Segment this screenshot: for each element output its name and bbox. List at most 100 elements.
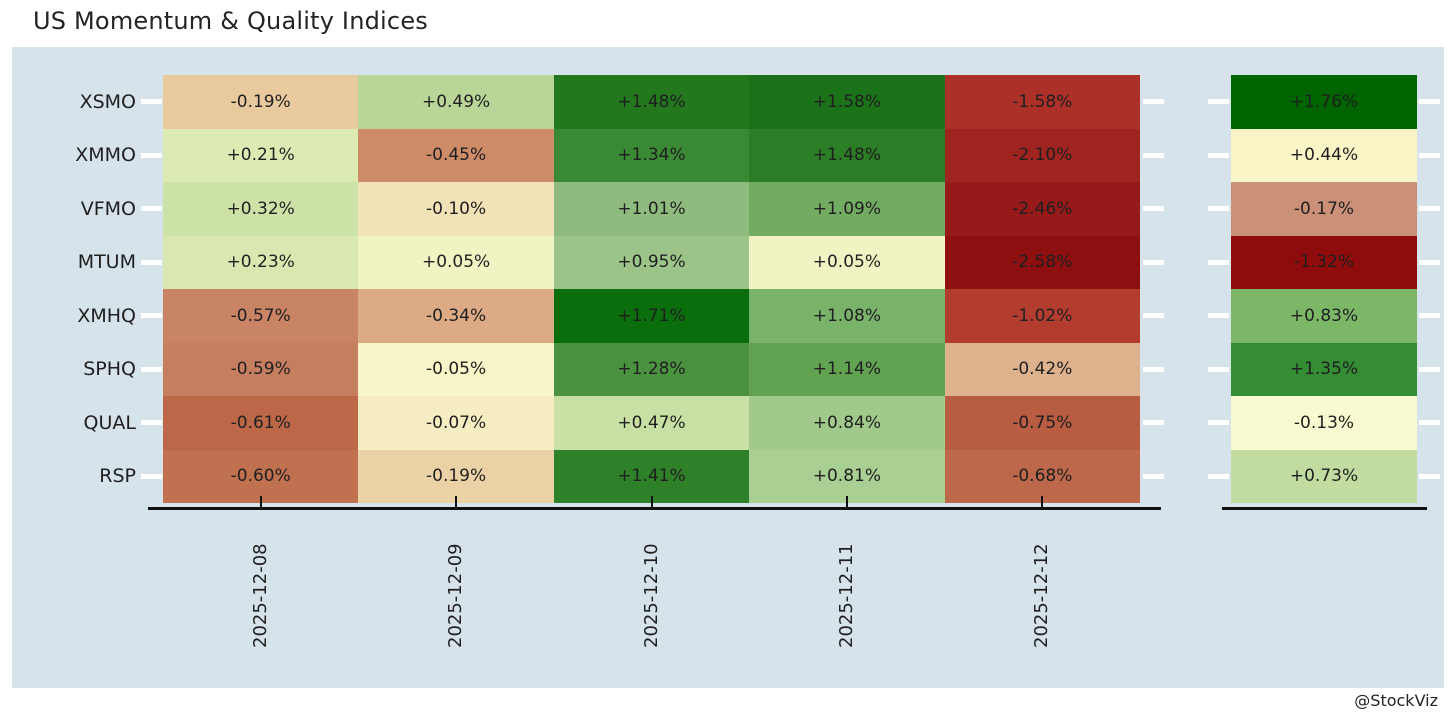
x-axis-line-totals xyxy=(1222,507,1427,510)
heatmap-row-label: RSP xyxy=(99,465,136,488)
heatmap-cell: -0.45% xyxy=(358,128,554,182)
heatmap-total-cell: -0.17% xyxy=(1231,182,1417,236)
x-tick-mark xyxy=(1041,496,1044,508)
y-tick-dash xyxy=(1143,152,1164,158)
y-tick-dash xyxy=(1419,152,1440,158)
y-tick-dash xyxy=(1419,420,1440,426)
heatmap-cell: +1.28% xyxy=(553,342,750,396)
x-tick-mark xyxy=(455,496,458,508)
y-tick-dash xyxy=(141,152,162,158)
x-tick-label: 2025-12-10 xyxy=(640,543,662,648)
x-tick-label: 2025-12-08 xyxy=(249,543,271,648)
heatmap-cell: +1.48% xyxy=(553,75,750,129)
heatmap-row-label: QUAL xyxy=(83,411,136,434)
y-tick-dash xyxy=(141,366,162,372)
y-tick-dash xyxy=(1419,99,1440,105)
heatmap-cell: +1.71% xyxy=(553,289,750,343)
x-axis-line-main xyxy=(148,507,1161,510)
y-tick-dash xyxy=(1419,313,1440,319)
x-tick-mark xyxy=(650,496,653,508)
heatmap-cell: -1.58% xyxy=(944,75,1140,129)
y-tick-dash xyxy=(1208,313,1229,319)
y-tick-dash xyxy=(141,420,162,426)
heatmap-total-cell: +1.35% xyxy=(1231,342,1417,396)
chart-title: US Momentum & Quality Indices xyxy=(33,7,428,35)
heatmap-row-label: VFMO xyxy=(80,197,136,220)
y-tick-dash xyxy=(141,99,162,105)
heatmap-row-label: XMHQ xyxy=(77,304,136,327)
heatmap-total-cell: +1.76% xyxy=(1231,75,1417,129)
x-tick-label: 2025-12-12 xyxy=(1031,543,1053,648)
heatmap-cell: -2.46% xyxy=(944,182,1140,236)
heatmap-cell: -0.34% xyxy=(358,289,554,343)
heatmap-cell: +1.34% xyxy=(553,128,750,182)
y-tick-dash xyxy=(1419,259,1440,265)
heatmap-cell: +1.58% xyxy=(749,75,945,129)
y-tick-dash xyxy=(1419,366,1440,372)
heatmap-cell: +1.01% xyxy=(553,182,750,236)
heatmap-cell: +0.84% xyxy=(749,396,945,450)
y-tick-dash xyxy=(141,206,162,212)
heatmap-cell: -2.58% xyxy=(944,235,1140,289)
heatmap-cell: -0.68% xyxy=(944,449,1140,503)
heatmap-cell: -0.42% xyxy=(944,342,1140,396)
heatmap-total-cell: -0.13% xyxy=(1231,396,1417,450)
y-tick-dash xyxy=(141,473,162,479)
heatmap-cell: +0.32% xyxy=(163,182,359,236)
heatmap-cell: +0.81% xyxy=(749,449,945,503)
heatmap-cell: -2.10% xyxy=(944,128,1140,182)
y-tick-dash xyxy=(1208,206,1229,212)
heatmap-cell: -0.07% xyxy=(358,396,554,450)
heatmap-row-label: XSMO xyxy=(79,90,136,113)
y-tick-dash xyxy=(1208,259,1229,265)
heatmap-cell: +1.48% xyxy=(749,128,945,182)
y-tick-dash xyxy=(1208,473,1229,479)
heatmap-cell: -0.75% xyxy=(944,396,1140,450)
heatmap-row-label: SPHQ xyxy=(83,358,136,381)
y-tick-dash xyxy=(141,313,162,319)
y-tick-dash xyxy=(1143,206,1164,212)
heatmap-cell: +0.05% xyxy=(358,235,554,289)
heatmap-cell: +0.47% xyxy=(553,396,750,450)
x-tick-label: 2025-12-11 xyxy=(835,543,857,648)
heatmap-cell: +0.05% xyxy=(749,235,945,289)
heatmap-cell: +0.23% xyxy=(163,235,359,289)
heatmap-cell: -0.19% xyxy=(358,449,554,503)
y-tick-dash xyxy=(1143,366,1164,372)
heatmap-cell: +1.08% xyxy=(749,289,945,343)
heatmap-row-label: MTUM xyxy=(77,251,136,274)
heatmap-cell: +1.41% xyxy=(553,449,750,503)
heatmap-cell: -0.60% xyxy=(163,449,359,503)
y-tick-dash xyxy=(1143,259,1164,265)
heatmap-cell: -0.19% xyxy=(163,75,359,129)
y-tick-dash xyxy=(1419,206,1440,212)
heatmap-row-label: XMMO xyxy=(75,144,136,167)
heatmap-cell: +0.21% xyxy=(163,128,359,182)
heatmap-cell: +1.09% xyxy=(749,182,945,236)
heatmap-cell: -0.05% xyxy=(358,342,554,396)
heatmap-cell: -0.59% xyxy=(163,342,359,396)
attribution: @StockViz xyxy=(1354,691,1438,710)
y-tick-dash xyxy=(1143,420,1164,426)
heatmap-cell: -0.57% xyxy=(163,289,359,343)
x-tick-mark xyxy=(845,496,848,508)
y-tick-dash xyxy=(1208,366,1229,372)
y-tick-dash xyxy=(1143,473,1164,479)
y-tick-dash xyxy=(1143,313,1164,319)
y-tick-dash xyxy=(1208,420,1229,426)
y-tick-dash xyxy=(1208,152,1229,158)
y-tick-dash xyxy=(141,259,162,265)
heatmap-total-cell: +0.83% xyxy=(1231,289,1417,343)
heatmap-cell: +0.95% xyxy=(553,235,750,289)
heatmap-total-cell: +0.73% xyxy=(1231,449,1417,503)
heatmap-cell: -0.10% xyxy=(358,182,554,236)
heatmap-total-cell: +0.44% xyxy=(1231,128,1417,182)
heatmap-cell: -0.61% xyxy=(163,396,359,450)
heatmap-total-cell: -1.32% xyxy=(1231,235,1417,289)
x-tick-mark xyxy=(259,496,262,508)
y-tick-dash xyxy=(1208,99,1229,105)
y-tick-dash xyxy=(1143,99,1164,105)
y-tick-dash xyxy=(1419,473,1440,479)
heatmap-cell: -1.02% xyxy=(944,289,1140,343)
